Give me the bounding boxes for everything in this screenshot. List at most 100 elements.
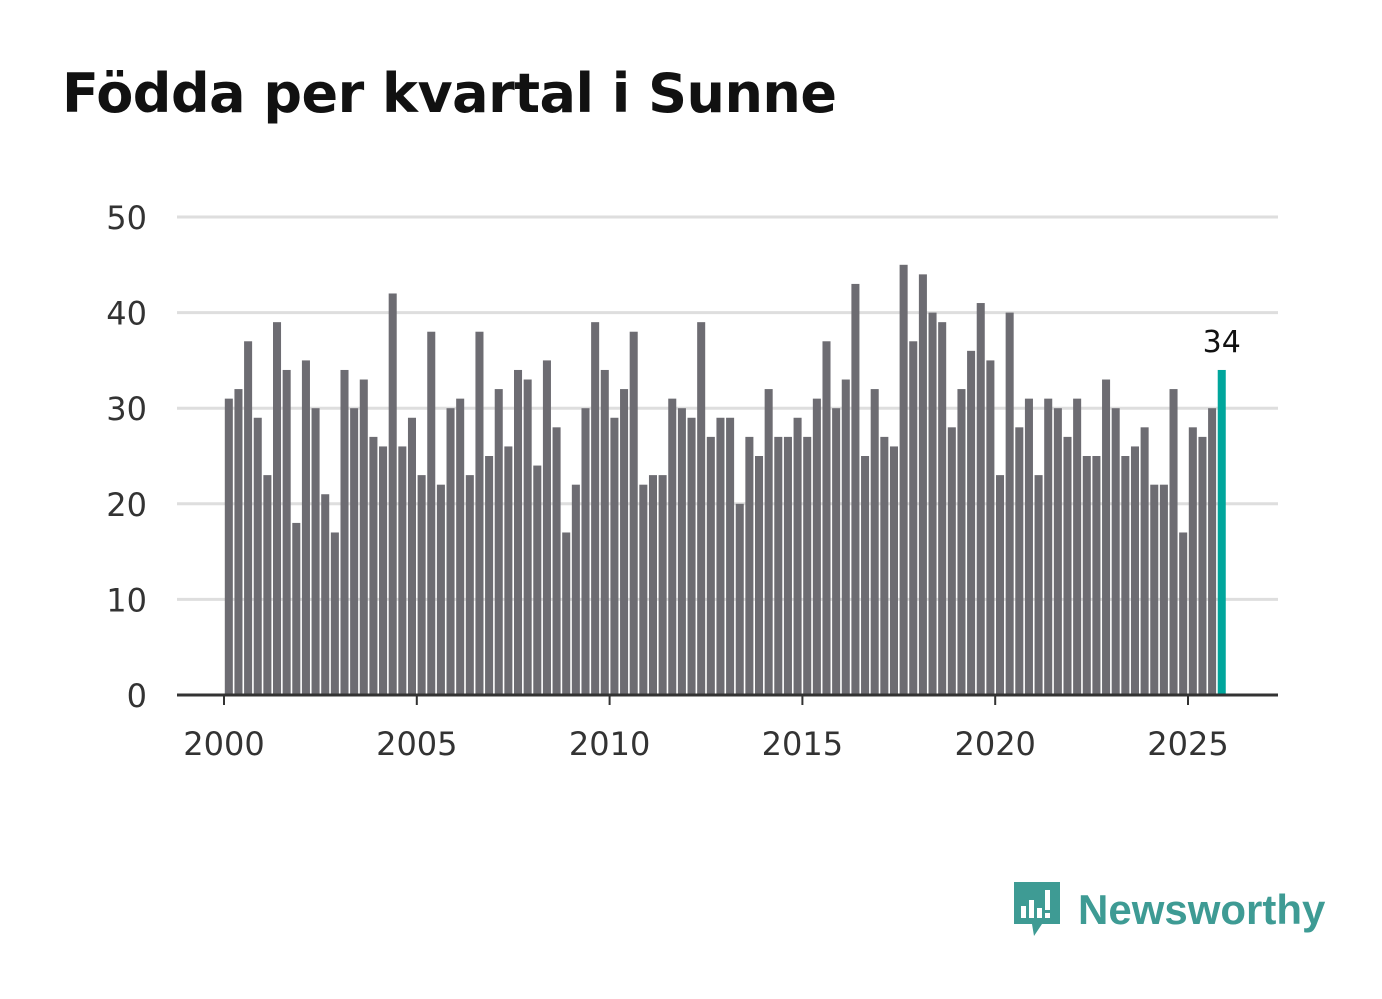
y-tick-label: 50 [106, 199, 147, 237]
bar [706, 436, 715, 695]
bar [1053, 408, 1062, 695]
bar [735, 503, 744, 695]
bar [648, 475, 657, 695]
bar [1102, 379, 1111, 695]
bar [1179, 532, 1188, 695]
bar [1092, 456, 1101, 695]
bar [726, 417, 735, 695]
bar [841, 379, 850, 695]
bar [263, 475, 272, 695]
bar [1188, 427, 1197, 695]
bar [1150, 484, 1159, 695]
bar [610, 417, 619, 695]
bar [967, 350, 976, 695]
bar [947, 427, 956, 695]
bar [494, 389, 503, 695]
brand-name: Newsworthy [1078, 886, 1326, 933]
bar [783, 436, 792, 695]
bar [533, 465, 542, 695]
bar [571, 484, 580, 695]
bar [224, 398, 233, 695]
bar [359, 379, 368, 695]
bar [668, 398, 677, 695]
bar [301, 360, 310, 695]
bar [938, 322, 947, 695]
bar [369, 436, 378, 695]
bar [764, 389, 773, 695]
bar [475, 331, 484, 695]
bar [591, 322, 600, 695]
bar [321, 494, 330, 695]
bar [620, 389, 629, 695]
y-tick-label: 0 [127, 677, 147, 715]
bar [793, 417, 802, 695]
x-tick-label: 2010 [569, 725, 650, 763]
bar [282, 369, 291, 695]
bar [427, 331, 436, 695]
y-tick-label: 30 [106, 390, 147, 428]
bar [292, 522, 301, 695]
bar [687, 417, 696, 695]
highlight-bar [1217, 369, 1226, 695]
bar [755, 456, 764, 695]
bar [861, 456, 870, 695]
bar [677, 408, 686, 695]
bar [600, 369, 609, 695]
bar [456, 398, 465, 695]
newsworthy-logo-icon [1014, 882, 1060, 936]
bar [253, 417, 262, 695]
bar [889, 446, 898, 695]
bar [350, 408, 359, 695]
bar [407, 417, 416, 695]
bar [379, 446, 388, 695]
bar [388, 293, 397, 695]
bar [909, 341, 918, 695]
bar [803, 436, 812, 695]
y-tick-label: 10 [106, 581, 147, 619]
x-tick-label: 2005 [376, 725, 457, 763]
bar [918, 274, 927, 695]
bar [1005, 312, 1014, 695]
bar [1111, 408, 1120, 695]
bar [1140, 427, 1149, 695]
bar [1063, 436, 1072, 695]
bar [996, 475, 1005, 695]
x-tick-label: 2025 [1147, 725, 1228, 763]
bar [446, 408, 455, 695]
bar [504, 446, 513, 695]
chart-title: Födda per kvartal i Sunne [62, 62, 837, 125]
bar [1073, 398, 1082, 695]
bar [562, 532, 571, 695]
bar [311, 408, 320, 695]
bar [851, 283, 860, 695]
bar [928, 312, 937, 695]
bar [716, 417, 725, 695]
bar [1198, 436, 1207, 695]
highlight-value-label: 34 [1203, 325, 1241, 360]
bar [812, 398, 821, 695]
bar [986, 360, 995, 695]
y-tick-label: 40 [106, 295, 147, 333]
bar [581, 408, 590, 695]
bar [1169, 389, 1178, 695]
bar [629, 331, 638, 695]
bar [340, 369, 349, 695]
bar [552, 427, 561, 695]
bar [899, 264, 908, 695]
bar [870, 389, 879, 695]
bar [697, 322, 706, 695]
bar [485, 456, 494, 695]
bar [822, 341, 831, 695]
bar [465, 475, 474, 695]
bar [1082, 456, 1091, 695]
bar [1130, 446, 1139, 695]
bar [514, 369, 523, 695]
bar [1159, 484, 1168, 695]
bar [639, 484, 648, 695]
bar [417, 475, 426, 695]
bar [523, 379, 532, 695]
y-tick-label: 20 [106, 486, 147, 524]
bar [330, 532, 339, 695]
bar [1015, 427, 1024, 695]
